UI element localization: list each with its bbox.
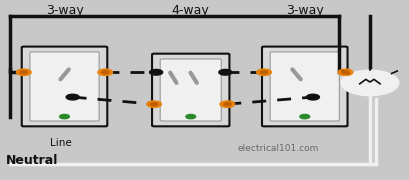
FancyBboxPatch shape [30,52,99,121]
Circle shape [260,71,267,74]
Circle shape [150,103,157,106]
Circle shape [146,101,161,107]
Text: Neutral: Neutral [5,154,58,167]
Text: electrical101.com: electrical101.com [237,144,318,153]
FancyBboxPatch shape [160,59,221,121]
FancyBboxPatch shape [22,47,107,126]
Circle shape [337,69,352,75]
Circle shape [59,114,69,119]
Circle shape [149,69,162,75]
Text: 3-way: 3-way [285,4,323,17]
FancyBboxPatch shape [152,54,229,126]
Circle shape [185,114,195,119]
Circle shape [256,69,271,75]
FancyBboxPatch shape [261,47,347,126]
Circle shape [220,101,234,107]
Circle shape [66,94,79,100]
Circle shape [299,114,309,119]
Text: 4-way: 4-way [171,4,209,17]
Circle shape [218,69,231,75]
Circle shape [223,103,231,106]
Circle shape [306,94,319,100]
Circle shape [341,71,348,74]
Circle shape [98,69,112,75]
Circle shape [20,71,27,74]
Circle shape [101,71,109,74]
Text: 3-way: 3-way [45,4,83,17]
FancyBboxPatch shape [270,52,339,121]
Circle shape [341,71,398,95]
Circle shape [16,69,31,75]
Text: Line: Line [50,138,72,148]
